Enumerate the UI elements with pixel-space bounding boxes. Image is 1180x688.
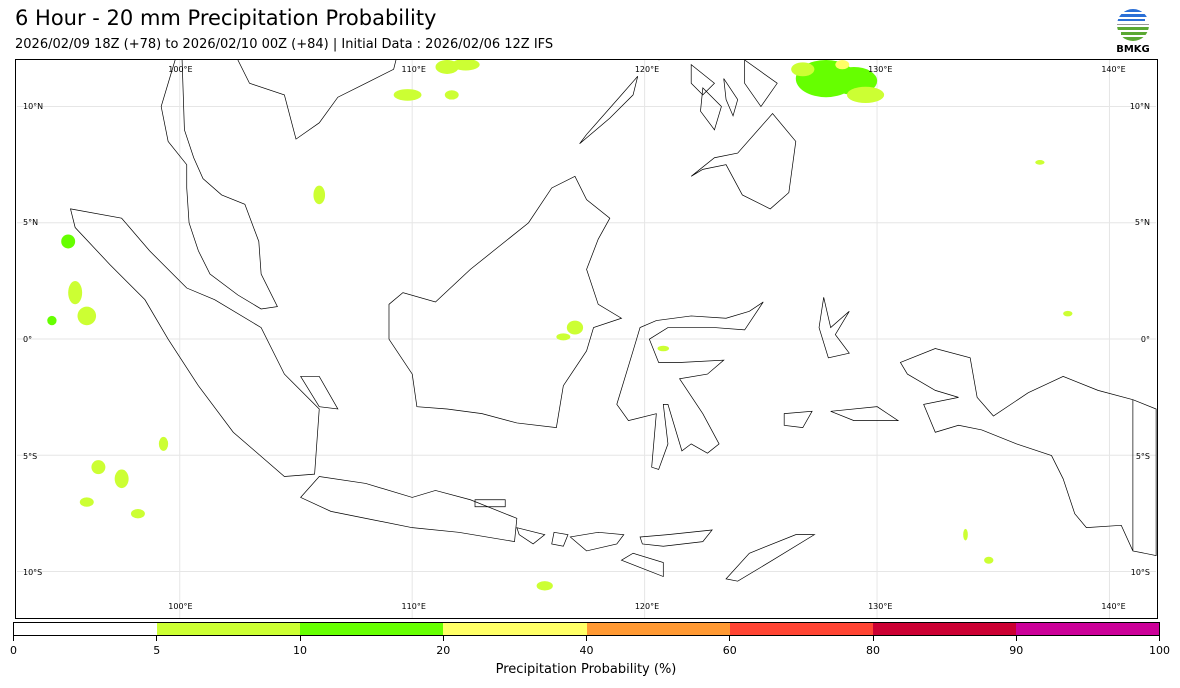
lon-label-bottom: 100°E [168,602,193,611]
negros-outline [700,88,721,130]
lat-label-left: 5°S [23,451,38,461]
lon-label-bottom: 120°E [634,602,660,611]
colorbar-tick [442,636,444,641]
sumbawa-outline [570,532,623,551]
colorbar-tick [299,636,301,641]
colorbar-tick [586,636,587,641]
colorbar-tick [729,636,731,641]
lat-label-right: 5°N [1134,218,1150,228]
lon-label-bottom: 140°E [1101,602,1126,611]
sumatra-outline [71,209,320,477]
colorbar-tick-label: 90 [1009,644,1024,657]
java-outline [301,476,517,541]
new-guinea-outline [900,349,1156,556]
lon-label-top: 120°E [634,65,660,74]
colorbar-segment [586,623,730,635]
colorbar-tick-label: 20 [436,644,451,657]
buru-outline [784,411,812,427]
lon-label-top: 140°E [1101,65,1126,74]
colorbar-segment [300,623,444,635]
lat-label-right: 0° [1140,335,1150,344]
precipitation-areas [47,60,1073,591]
lombok-outline [552,532,568,546]
colorbar-tick-label: 80 [866,644,880,657]
malay-peninsula-outline [161,60,277,309]
palawan-outline [580,76,638,143]
bali-outline [517,528,545,544]
colorbar-tick-label: 100 [1149,644,1170,657]
map-title: 6 Hour - 20 mm Precipitation Probability [15,6,437,30]
gridlines [17,60,1156,618]
bangka-outline [301,376,338,409]
lon-label-top: 100°E [168,65,193,74]
cebu-outline [724,79,738,116]
panay-outline [691,65,714,95]
colorbar-tick [872,636,874,641]
flores-outline [640,530,712,546]
colorbar-segment [443,623,587,635]
colorbar-segment [1015,623,1159,635]
colorbar-label: Precipitation Probability (%) [495,662,677,677]
map-canvas [17,60,1157,618]
sulawesi-outline [617,302,763,470]
colorbar-tick [1159,636,1160,641]
colorbar-segment [14,623,158,635]
samar-outline [745,60,778,107]
borneo-outline [389,176,621,427]
colorbar-tick-label: 40 [579,644,594,657]
precipitation-map: 100°E 100°E 110°E 110°E 120°E 120°E 130°E 130°E… [15,59,1158,619]
colorbar-segment [872,623,1016,635]
lat-label-left: 10°S [23,568,43,578]
timor-outline [726,535,814,582]
lat-label-right: 5°S [1135,451,1150,461]
colorbar-tick-label: 5 [153,644,161,657]
lat-label-left: 10°N [23,101,44,111]
lat-label-left: 0° [23,335,33,344]
colorbar-tick-label: 60 [722,644,737,657]
colorbar-tick [1015,636,1017,641]
logo-text: BMKG [1116,44,1150,55]
colorbar-segment [157,623,301,635]
lon-label-bottom: 110°E [401,602,426,611]
colorbar-tick [156,636,158,641]
halmahera-outline [819,297,849,357]
seram-outline [831,407,898,421]
map-subtitle: 2026/02/09 18Z (+78) to 2026/02/10 00Z (… [15,37,554,52]
mindanao-outline [691,114,796,209]
bmkg-logo-icon [1117,9,1149,41]
lat-label-left: 5°N [23,218,39,228]
lon-label-top: 110°E [401,65,426,74]
colorbar-tick-label: 0 [10,644,17,657]
colorbar [13,622,1160,636]
lat-label-right: 10°N [1129,101,1150,111]
sumba-outline [621,553,663,576]
bmkg-logo: BMKG [1112,8,1154,55]
lon-label-top: 130°E [868,65,893,74]
colorbar-segment [729,623,873,635]
lat-label-right: 10°S [1130,568,1150,578]
coastlines [71,60,1157,581]
lon-label-bottom: 130°E [868,602,893,611]
colorbar-tick [13,636,14,641]
indochina-outline [238,60,396,139]
colorbar-tick-label: 10 [293,644,307,657]
